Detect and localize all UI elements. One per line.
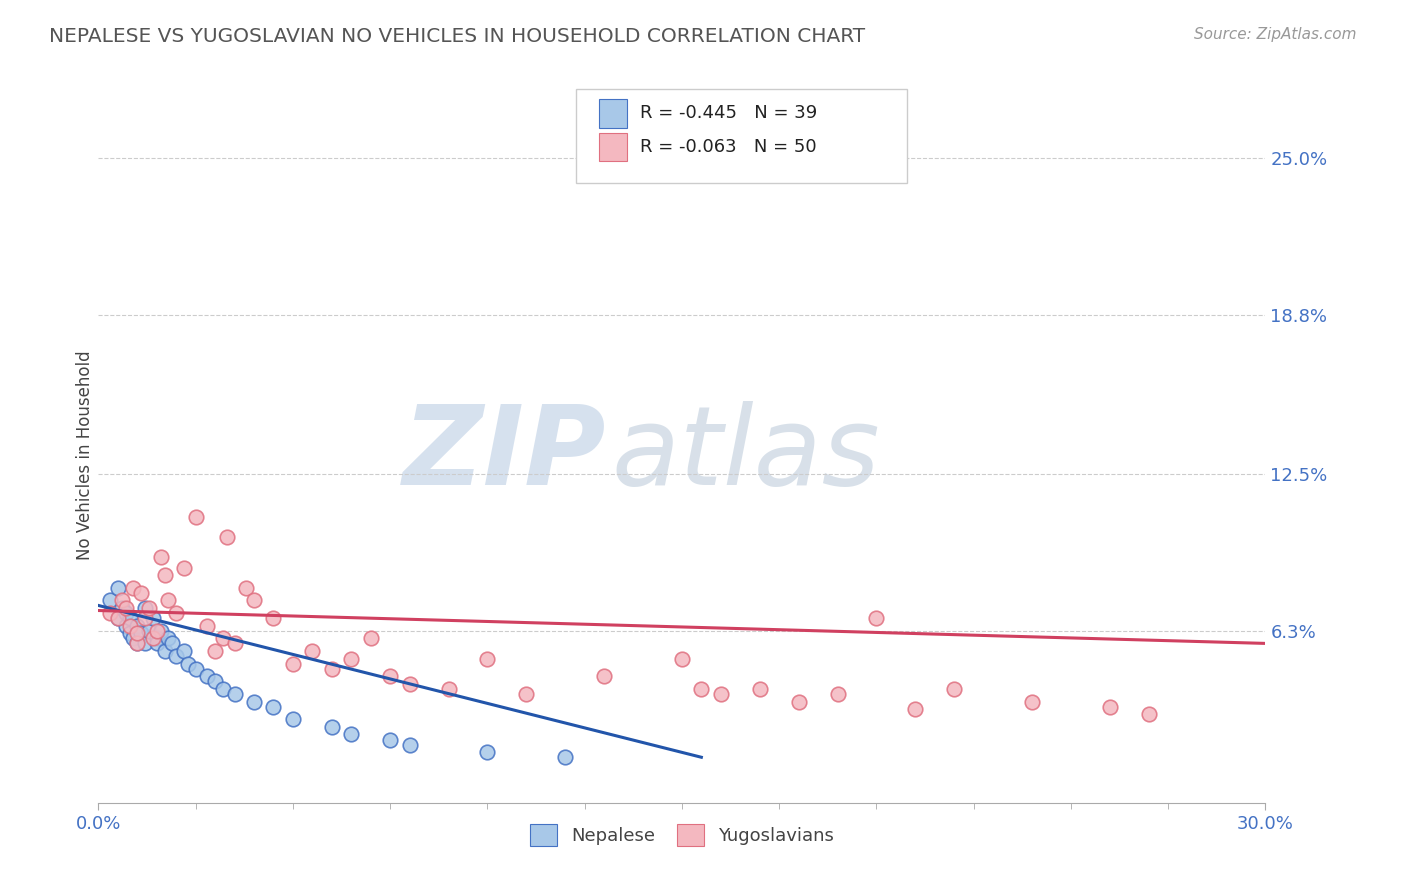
Point [212, 632, 235, 646]
Point [177, 657, 200, 671]
Point [340, 651, 363, 665]
Point [1098, 699, 1121, 714]
Point [340, 727, 363, 741]
Point [98, 593, 121, 607]
Point [146, 636, 169, 650]
Point [827, 687, 849, 701]
Point [243, 593, 266, 607]
Point [118, 626, 141, 640]
Point [111, 601, 134, 615]
Point [281, 657, 304, 671]
Point [118, 618, 141, 632]
Point [127, 636, 149, 650]
Point [262, 699, 284, 714]
Point [157, 632, 180, 646]
Point [173, 644, 195, 658]
Point [129, 586, 152, 600]
Text: Source: ZipAtlas.com: Source: ZipAtlas.com [1194, 27, 1357, 42]
Point [127, 636, 149, 650]
Point [107, 611, 129, 625]
Point [146, 632, 169, 646]
Point [477, 651, 499, 665]
Point [235, 581, 257, 595]
Point [165, 606, 187, 620]
Point [134, 601, 156, 615]
Point [114, 606, 136, 620]
Point [184, 662, 207, 676]
Point [173, 560, 195, 574]
Point [114, 618, 136, 632]
Point [134, 636, 156, 650]
Point [593, 669, 616, 683]
Point [515, 687, 537, 701]
Point [1137, 707, 1160, 722]
Point [321, 662, 343, 676]
Point [243, 695, 266, 709]
Point [142, 632, 165, 646]
Point [153, 644, 176, 658]
Point [98, 606, 121, 620]
Point [360, 632, 382, 646]
Point [262, 611, 284, 625]
Point [224, 687, 246, 701]
Point [787, 695, 810, 709]
Point [212, 681, 235, 696]
Point [127, 626, 149, 640]
Text: R = -0.063   N = 50: R = -0.063 N = 50 [640, 138, 817, 156]
Point [321, 720, 343, 734]
Point [142, 611, 165, 625]
Point [748, 681, 770, 696]
Point [398, 738, 420, 752]
Point [215, 530, 238, 544]
Point [380, 669, 402, 683]
Point [437, 681, 460, 696]
Point [865, 611, 887, 625]
Point [107, 611, 129, 625]
Point [710, 687, 733, 701]
Text: atlas: atlas [612, 401, 880, 508]
Point [122, 632, 145, 646]
Point [165, 648, 187, 663]
Point [138, 624, 160, 638]
Point [146, 624, 169, 638]
Text: NEPALESE VS YUGOSLAVIAN NO VEHICLES IN HOUSEHOLD CORRELATION CHART: NEPALESE VS YUGOSLAVIAN NO VEHICLES IN H… [49, 27, 865, 45]
Point [149, 550, 172, 565]
Point [477, 745, 499, 759]
Point [138, 601, 160, 615]
Point [111, 593, 134, 607]
Point [122, 581, 145, 595]
Point [114, 601, 136, 615]
Point [204, 644, 226, 658]
Point [127, 618, 149, 632]
Text: ZIP: ZIP [402, 401, 606, 508]
Point [224, 636, 246, 650]
Point [398, 677, 420, 691]
Point [162, 636, 184, 650]
Y-axis label: No Vehicles in Household: No Vehicles in Household [76, 350, 94, 560]
Text: R = -0.445   N = 39: R = -0.445 N = 39 [640, 104, 817, 122]
Point [157, 593, 180, 607]
Point [184, 509, 207, 524]
Point [195, 618, 218, 632]
Point [195, 669, 218, 683]
Point [301, 644, 323, 658]
Point [149, 624, 172, 638]
Point [671, 651, 693, 665]
Point [690, 681, 713, 696]
Point [204, 674, 226, 689]
Point [107, 581, 129, 595]
Point [153, 568, 176, 582]
Point [904, 702, 927, 716]
Point [134, 611, 156, 625]
Point [129, 626, 152, 640]
Point [554, 750, 576, 764]
Point [943, 681, 966, 696]
Point [1021, 695, 1043, 709]
Point [281, 712, 304, 726]
Legend: Nepalese, Yugoslavians: Nepalese, Yugoslavians [523, 816, 841, 853]
Point [118, 611, 141, 625]
Point [380, 732, 402, 747]
